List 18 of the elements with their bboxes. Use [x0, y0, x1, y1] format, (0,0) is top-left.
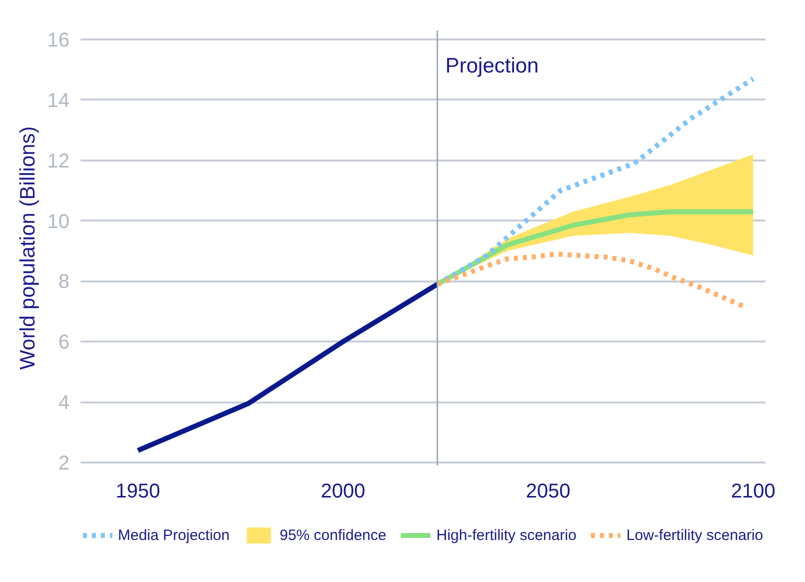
- y-axis-title: World population (Billions): [16, 126, 40, 370]
- legend-label: 95% confidence: [280, 526, 386, 544]
- legend-label: Low-fertility scenario: [626, 526, 764, 544]
- y-tick-label: 16: [47, 30, 70, 52]
- x-tick-label: 2000: [320, 480, 366, 502]
- legend-label: Media Projection: [118, 526, 230, 544]
- y-tick-label: 10: [47, 210, 70, 233]
- y-tick-label: 6: [58, 332, 70, 354]
- x-tick-label: 2100: [730, 480, 776, 502]
- ref-line-label: Projection: [445, 54, 539, 78]
- legend-label: High-fertility scenario: [436, 526, 576, 544]
- x-tick-label: 1950: [116, 480, 160, 502]
- y-tick-label: 2: [58, 452, 70, 474]
- y-tick-label: 4: [58, 392, 70, 414]
- y-tick-label: 12: [47, 150, 70, 172]
- x-tick-label: 2050: [526, 480, 570, 502]
- y-tick-label: 14: [47, 90, 70, 112]
- y-tick-label: 8: [58, 271, 70, 294]
